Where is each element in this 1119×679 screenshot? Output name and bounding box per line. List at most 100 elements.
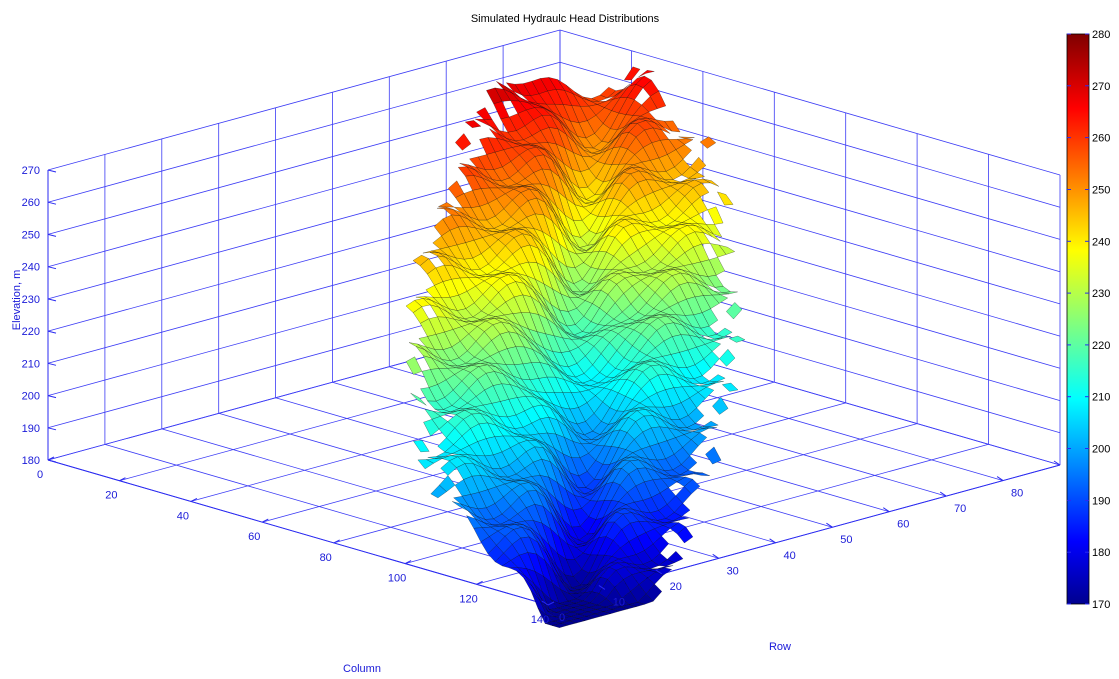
y-tick-mark [939,491,947,497]
x-tick-label: 120 [459,593,477,605]
side-wall-gridline [47,61,561,203]
surface-patch [452,501,469,511]
y-tick-label: 20 [670,581,682,593]
surface-patch [658,559,675,567]
surface-patch [677,526,694,544]
surface-patch [475,118,491,127]
surface-patch [551,623,569,628]
x-tick-label: 0 [37,469,43,481]
z-tick-label: 200 [22,391,40,403]
z-tick-label: 270 [22,165,40,177]
y-tick-mark [826,522,833,528]
y-tick-label: 80 [1011,488,1023,500]
y-tick-label: 10 [613,596,625,608]
surface-patch [493,101,510,120]
colorbar: 170 180 190 200 210 220 230 240 250 260 270 280 [1066,29,1110,611]
surface-plot [405,66,746,628]
surface-patch [719,348,736,367]
side-wall-gridline [47,29,561,171]
surface-patch [638,70,655,78]
z-tick-mark [47,427,57,431]
x-tick-label: 80 [320,552,332,564]
surface-patch [699,136,717,149]
surface-patch [430,484,447,499]
surface-patch [455,133,472,151]
z-tick-label: 230 [22,294,40,306]
colorbar-tick-label: 270 [1092,81,1110,93]
x-axis-line [47,459,549,606]
x-tick-mark [47,456,55,461]
surface-patch [440,460,457,476]
y-tick-label: 50 [840,534,852,546]
colorbar-ticks: 170 180 190 200 210 220 230 240 250 260 270 280 [1067,29,1110,611]
side-wall-gridline [47,126,561,268]
colorbar-tick-label: 280 [1092,29,1110,41]
surface-patch [694,472,710,476]
surface-patch [623,66,641,81]
z-tick-label: 250 [22,229,40,241]
colorbar-tick-label: 240 [1092,236,1110,248]
z-tick-mark [47,298,57,302]
y-tick-mark [883,507,890,513]
x-tick-mark [119,477,126,482]
surface-patch [423,419,440,437]
surface-patch [678,136,695,139]
colorbar-tick-label: 220 [1092,340,1110,352]
surface-patch [701,420,719,428]
chart-title: Simulated Hydraulc Head Distributions [471,13,660,25]
y-tick-mark [769,538,776,544]
surface-patch [483,119,500,132]
colorbar-tick-label: 180 [1092,547,1110,559]
colorbar-tick-label: 190 [1092,495,1110,507]
y-tick-mark [996,476,1004,482]
colorbar-tick-label: 170 [1092,599,1110,611]
surface-patch [410,392,427,406]
z-tick-mark [47,201,57,205]
surface-patch [728,335,746,343]
x-tick-mark [262,518,269,523]
z-axis-label: Elevation, m [11,270,23,331]
surface-patch [464,120,482,128]
z-tick-label: 260 [22,197,40,209]
x-tick-mark [333,539,340,544]
x-axis-label: Column [343,663,381,675]
y-axis-label: Row [769,641,791,653]
colorbar-tick-label: 200 [1092,444,1110,456]
side-wall-gridline [47,94,561,235]
z-tick-mark [47,395,57,399]
z-tick-mark [47,330,57,334]
z-tick-label: 210 [22,358,40,370]
y-tick-label: 70 [954,503,966,515]
y-tick-label: 0 [559,612,565,624]
surface-patch [710,243,727,258]
y-tick-label: 60 [897,519,909,531]
colorbar-tick-label: 230 [1092,288,1110,300]
surface-patch [721,382,739,392]
x-tick-mark [190,497,198,502]
surface-patch [717,191,734,206]
y-tick-mark [598,584,606,590]
x-tick-label: 100 [388,573,406,585]
colorbar-gradient [1066,33,1090,605]
surface-patch [505,82,523,96]
z-tick-mark [47,459,57,463]
colorbar-tick-label: 260 [1092,133,1110,145]
x-tick-label: 40 [177,510,189,522]
y-tick-mark [712,553,719,559]
x-tick-label: 60 [248,531,260,543]
colorbar-tick-label: 250 [1092,185,1110,197]
x-tick-mark [476,580,483,585]
axes-ticks: 0204060801001201400102030405060708090180… [22,165,1080,626]
z-tick-label: 220 [22,326,40,338]
z-tick-label: 180 [22,455,40,467]
surface-patch [413,440,430,453]
surface-patch [707,206,724,225]
z-tick-mark [47,266,57,270]
z-tick-mark [47,233,57,237]
surface-patch [705,446,722,465]
y-tick-label: 40 [783,550,795,562]
x-tick-label: 20 [105,490,117,502]
z-tick-mark [47,169,57,173]
y-tick-mark [1053,460,1061,466]
